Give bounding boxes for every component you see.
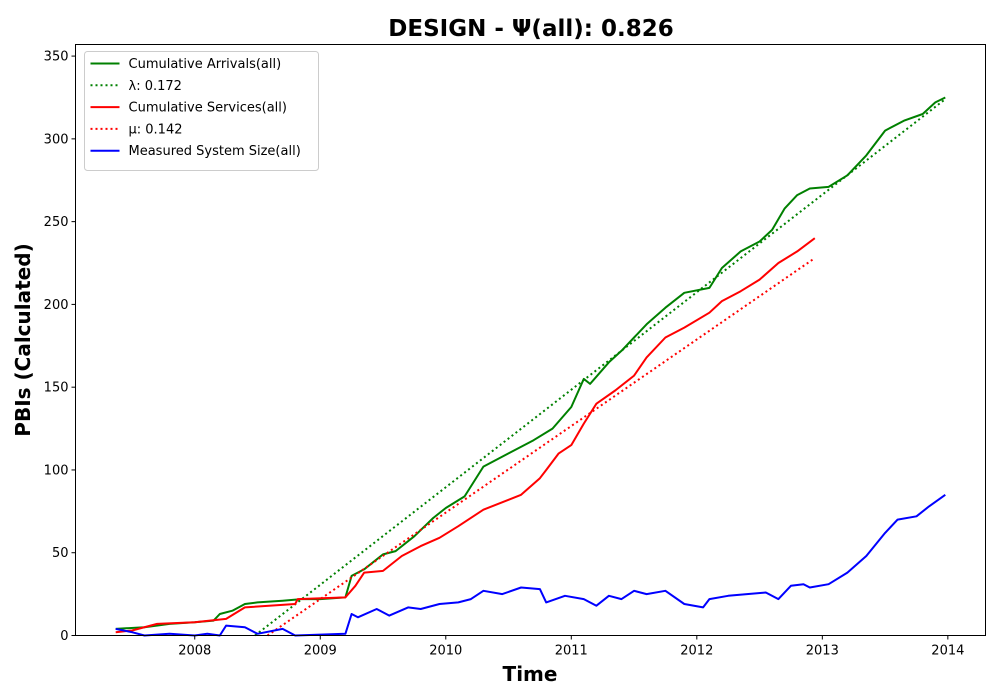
series-layer	[115, 96, 946, 637]
y-tick-label: 0	[60, 629, 68, 644]
series-line-1	[254, 98, 946, 637]
series-line-2	[115, 237, 816, 634]
ticks-layer: 2008 2009 2010 2011 2012 2013 2014 0 50 100 150 200…	[44, 50, 965, 659]
legend-label-3: μ: 0.142	[129, 122, 183, 137]
legend-label-0: Cumulative Arrivals(all)	[129, 57, 282, 72]
series-line-0	[115, 96, 946, 630]
x-tick-label: 2012	[680, 644, 713, 659]
legend-label-4: Measured System Size(all)	[129, 144, 301, 159]
chart-title: DESIGN - Ψ(all): 0.826	[388, 16, 673, 42]
y-axis-label: PBIs (Calculated)	[11, 243, 35, 436]
series-line-3	[266, 257, 816, 637]
x-tick-label: 2009	[304, 644, 337, 659]
series-line-4	[115, 493, 946, 637]
legend-box	[84, 51, 319, 171]
x-tick-label: 2011	[555, 644, 588, 659]
y-tick-label: 150	[44, 381, 69, 396]
y-tick-label: 350	[44, 50, 69, 65]
y-tick-label: 50	[52, 546, 69, 561]
x-axis-label: Time	[503, 662, 558, 686]
x-tick-label: 2008	[178, 644, 211, 659]
y-tick-label: 100	[44, 463, 69, 478]
y-tick-label: 200	[44, 298, 69, 313]
legend-label-1: λ: 0.172	[129, 79, 182, 94]
y-tick-label: 250	[44, 215, 69, 230]
y-tick-label: 300	[44, 132, 69, 147]
x-tick-label: 2013	[806, 644, 839, 659]
legend-label-2: Cumulative Services(all)	[129, 101, 287, 116]
legend: Cumulative Arrivals(all) λ: 0.172 Cumulati…	[84, 51, 319, 171]
x-tick-label: 2010	[429, 644, 462, 659]
plot-frame	[75, 44, 986, 636]
x-tick-label: 2014	[931, 644, 964, 659]
